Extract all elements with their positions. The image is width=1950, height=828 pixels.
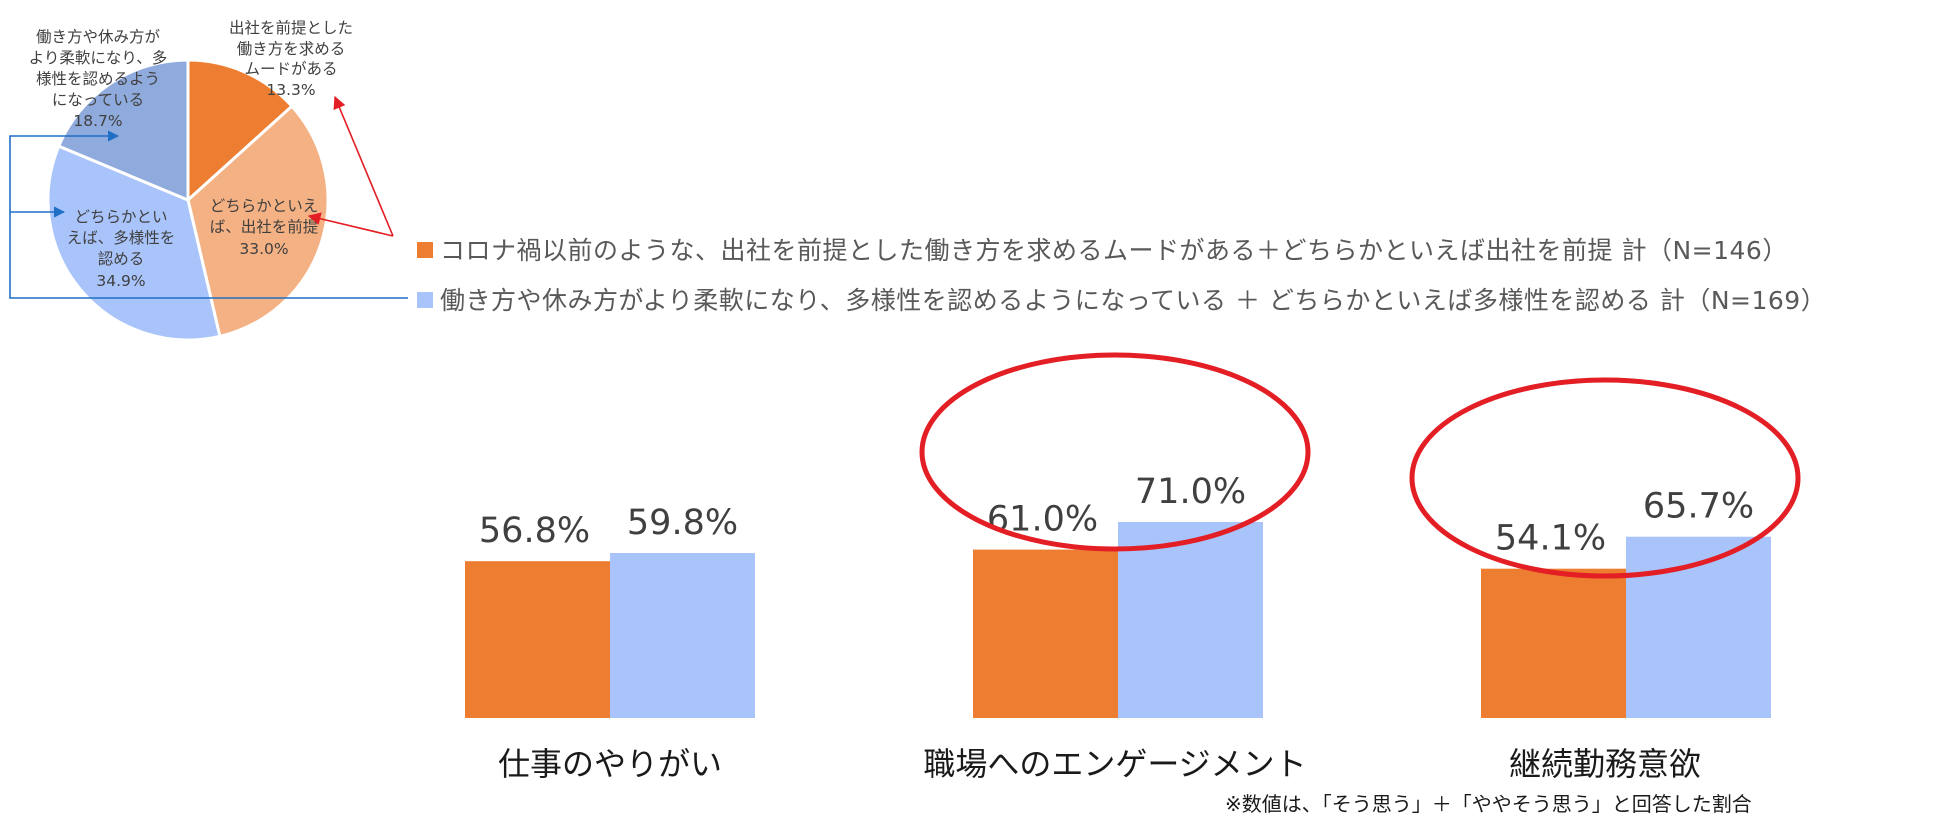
category-label-engagement: 職場へのエンゲージメント: [923, 745, 1306, 783]
pie-label-line: えば、多様性を: [67, 229, 176, 247]
bar-value-labels: 56.8% 59.8% 61.0%71.0%54.1%65.7%: [479, 472, 1754, 559]
bar-chart: 56.8% 59.8% 61.0%71.0%54.1%65.7% 仕事のやりがい 職…: [465, 352, 1801, 783]
bar-value-label-office-2: 54.1%: [1495, 519, 1606, 559]
legend: コロナ禍以前のような、出社を前提とした働き方を求めるムードがある＋どちらかといえ…: [417, 236, 1826, 315]
pie-label-value: 34.9%: [96, 272, 145, 290]
pie-label-mid-blue-slice: 働き方や休み方が より柔軟になり、多 様性を認めるよう になっている 18.7%: [29, 28, 168, 130]
pie-slice-2: [46, 144, 222, 342]
bar-office-2: [1481, 568, 1626, 718]
highlight-ellipse-engagement: [919, 352, 1311, 552]
legend-swatch-blue: [417, 292, 433, 308]
pie-label-line: より柔軟になり、多: [29, 49, 168, 67]
highlight-circles: [919, 352, 1801, 579]
bar-value-label-flexible-2: 65.7%: [1643, 487, 1754, 527]
pie-slice-0: [186, 58, 295, 204]
pie-label-line: どちらかといえ: [210, 197, 319, 215]
red-connector: [307, 95, 394, 237]
legend-label-office: コロナ禍以前のような、出社を前提とした働き方を求めるムードがある＋どちらかといえ…: [440, 236, 1788, 265]
legend-item-flexible: 働き方や休み方がより柔軟になり、多様性を認めるようになっている ＋ どちらかとい…: [417, 286, 1826, 315]
bar-flexible-0: [610, 553, 755, 718]
bar-flexible-1: [1118, 522, 1263, 718]
pie-label-line: 様性を認めるよう: [36, 70, 160, 88]
pie-label-line: になっている: [52, 91, 144, 109]
bar-value-label-office-0: 56.8%: [479, 511, 590, 551]
bar-flexible-2: [1626, 536, 1771, 718]
legend-label-flexible: 働き方や休み方がより柔軟になり、多様性を認めるようになっている ＋ どちらかとい…: [440, 286, 1826, 315]
pie-label-line: 働き方や休み方が: [36, 28, 161, 46]
pie-label-light-orange-slice: どちらかといえ ば、出社を前提 33.0%: [210, 197, 319, 258]
red-arrow-to-light-orange-slice: [307, 212, 394, 237]
bar-value-label-flexible-0: 59.8%: [627, 503, 738, 543]
category-label-retention: 継続勤務意欲: [1509, 745, 1701, 783]
red-arrow-to-orange-slice: [333, 95, 394, 237]
blue-bracket-line: [9, 130, 408, 299]
pie-label-line: どちらかとい: [74, 208, 167, 226]
pie-label-value: 33.0%: [239, 240, 288, 258]
bars: [465, 522, 1771, 718]
highlight-ellipse-retention: [1409, 377, 1801, 579]
pie-chart: 出社を前提とした 働き方を求める ムードがある 13.3% どちらかといえ ば、…: [29, 19, 353, 342]
footnote: ※数値は、「そう思う」＋「ややそう思う」と回答した割合: [1225, 792, 1752, 816]
bar-office-0: [465, 561, 610, 718]
blue-connector: [9, 130, 408, 299]
pie-slice-3: [56, 58, 190, 203]
bar-value-label-flexible-1: 71.0%: [1135, 472, 1246, 512]
pie-label-light-blue-slice: どちらかとい えば、多様性を 認める 34.9%: [67, 208, 176, 290]
pie-label-line: 認める: [98, 250, 145, 268]
bar-office-1: [973, 549, 1118, 718]
pie-label-value: 18.7%: [73, 112, 122, 130]
pie-slices: [46, 58, 330, 342]
category-label-job-satisfaction: 仕事のやりがい: [498, 745, 722, 783]
pie-label-line: 出社を前提とした: [229, 19, 353, 37]
pie-label-orange-slice: 出社を前提とした 働き方を求める ムードがある 13.3%: [229, 19, 353, 99]
pie-label-line: ば、出社を前提: [210, 218, 319, 236]
pie-slice-1: [186, 104, 330, 339]
pie-label-line: ムードがある: [244, 60, 337, 78]
pie-label-line: 働き方を求める: [237, 40, 346, 58]
legend-swatch-orange: [417, 242, 433, 258]
legend-item-office: コロナ禍以前のような、出社を前提とした働き方を求めるムードがある＋どちらかといえ…: [417, 236, 1788, 265]
pie-label-value: 13.3%: [266, 81, 315, 99]
